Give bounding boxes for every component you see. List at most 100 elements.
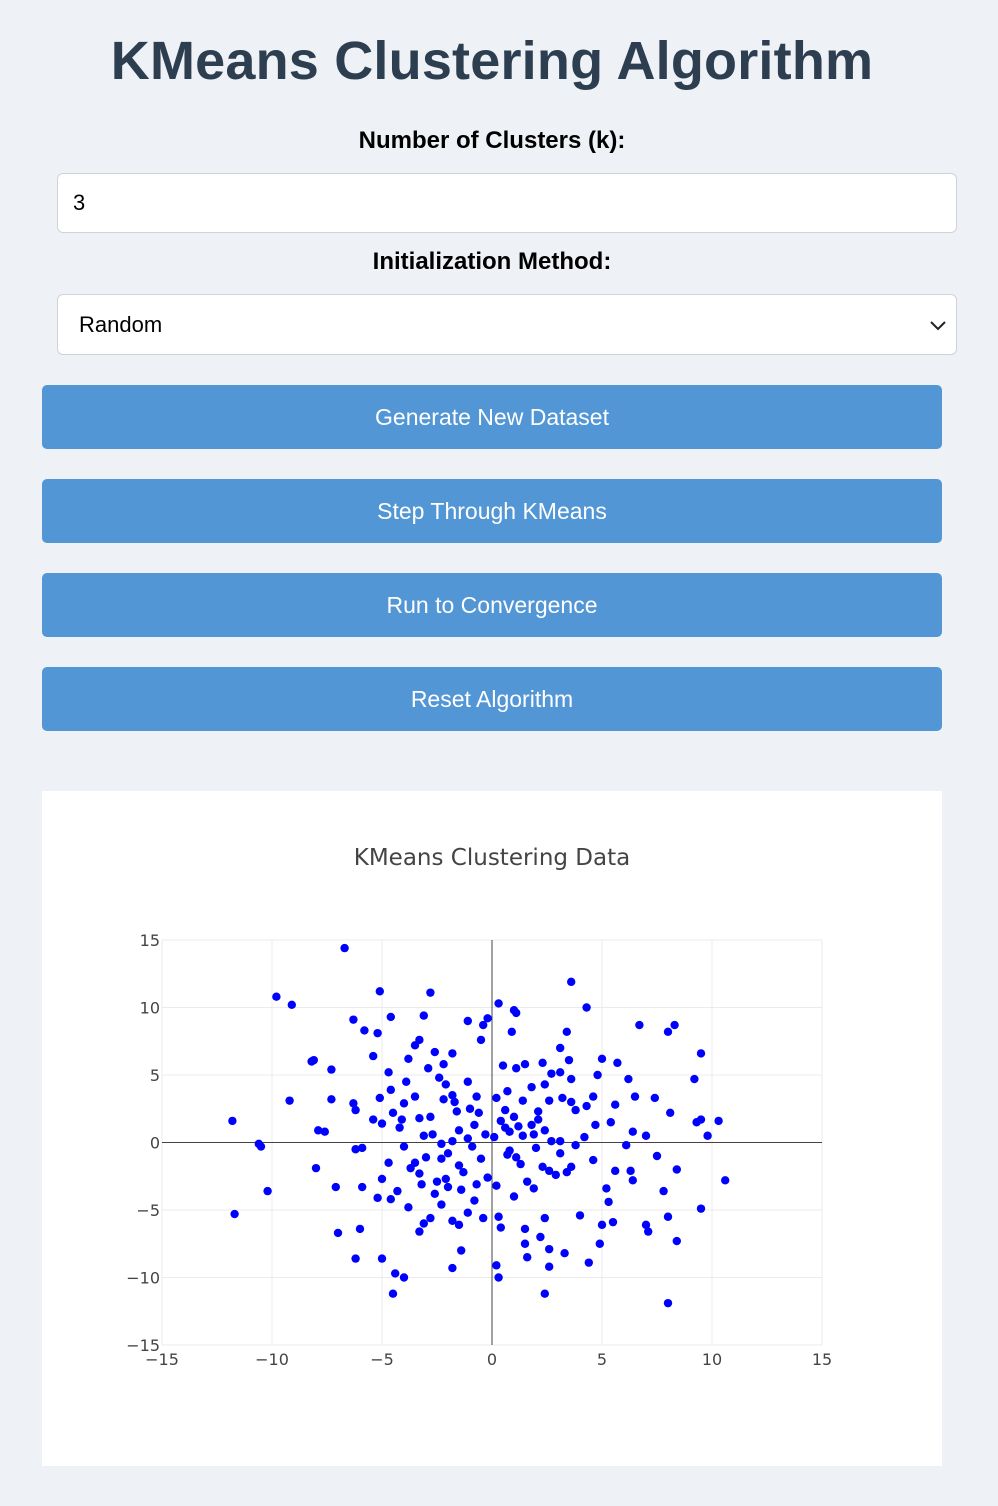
data-point	[644, 1227, 653, 1236]
data-point	[421, 1153, 431, 1162]
data-point	[369, 1051, 378, 1061]
k-input[interactable]	[57, 173, 957, 233]
data-point	[628, 1127, 637, 1136]
data-point	[498, 1061, 508, 1070]
data-point	[441, 1080, 450, 1089]
data-point	[397, 1115, 406, 1124]
scatter-chart[interactable]: KMeans Clustering Data −15 −10 −5 0 5 10 15 15 1…	[42, 791, 942, 1466]
data-point	[703, 1131, 712, 1140]
data-point	[567, 977, 576, 987]
data-point	[696, 1204, 706, 1213]
data-point	[333, 1228, 343, 1238]
data-point	[384, 1068, 393, 1077]
data-point	[430, 1047, 439, 1057]
data-point	[472, 1180, 481, 1189]
data-point	[545, 1166, 554, 1176]
data-point	[457, 1185, 466, 1194]
data-point	[432, 1177, 442, 1186]
run-convergence-button[interactable]: Run to Convergence	[42, 573, 942, 637]
data-point	[641, 1131, 651, 1140]
data-point	[377, 1254, 387, 1263]
data-point	[696, 1115, 706, 1124]
data-point	[635, 1020, 644, 1030]
data-point	[351, 1145, 360, 1154]
y-tick-label: −15	[126, 1336, 160, 1355]
chevron-down-icon	[930, 321, 946, 331]
data-point	[417, 1180, 426, 1189]
y-tick-label: −5	[136, 1201, 160, 1220]
data-point	[520, 1239, 530, 1248]
data-point	[611, 1166, 620, 1176]
data-point	[454, 1126, 464, 1135]
data-point	[690, 1074, 699, 1084]
data-point	[256, 1142, 266, 1151]
data-point	[393, 1186, 402, 1196]
data-point	[351, 1254, 360, 1263]
reset-algorithm-button[interactable]: Reset Algorithm	[42, 667, 942, 731]
data-point	[650, 1093, 659, 1103]
data-point	[320, 1127, 329, 1136]
data-point	[443, 1182, 453, 1192]
data-point	[426, 1112, 435, 1122]
data-point	[441, 1174, 450, 1184]
x-tick-label: 10	[702, 1350, 722, 1369]
data-point	[448, 1263, 457, 1273]
generate-dataset-button[interactable]: Generate New Dataset	[42, 385, 942, 449]
data-point	[602, 1184, 611, 1193]
data-point	[404, 1054, 413, 1063]
init-method-select[interactable]: Random	[57, 294, 957, 355]
step-kmeans-button[interactable]: Step Through KMeans	[42, 479, 942, 543]
data-point	[494, 1212, 503, 1221]
data-point	[591, 1120, 600, 1130]
chart-points	[228, 943, 730, 1308]
data-point	[470, 1196, 479, 1205]
data-point	[496, 1116, 505, 1126]
data-point	[360, 1026, 369, 1035]
data-point	[448, 1136, 457, 1146]
data-point	[327, 1065, 336, 1074]
data-point	[399, 1273, 409, 1282]
data-point	[584, 1258, 593, 1267]
data-point	[613, 1058, 622, 1068]
data-point	[386, 1195, 395, 1204]
data-point	[538, 1058, 547, 1068]
data-point	[551, 1170, 560, 1180]
data-point	[540, 1080, 549, 1089]
data-point	[628, 1176, 637, 1185]
data-point	[529, 1184, 538, 1193]
data-point	[391, 1269, 400, 1278]
data-point	[331, 1182, 340, 1192]
data-point	[454, 1220, 464, 1230]
data-point	[463, 1134, 472, 1143]
data-point	[424, 1064, 433, 1073]
x-tick-label: −10	[255, 1350, 289, 1369]
data-point	[589, 1092, 598, 1101]
data-point	[228, 1116, 237, 1126]
data-point	[534, 1107, 543, 1116]
data-point	[410, 1092, 420, 1101]
data-point	[419, 1219, 428, 1228]
data-point	[562, 1168, 571, 1177]
data-point	[450, 1097, 459, 1107]
data-point	[384, 1158, 393, 1167]
data-point	[468, 1142, 477, 1151]
data-point	[518, 1131, 527, 1140]
data-point	[556, 1068, 565, 1077]
data-point	[556, 1043, 565, 1053]
init-method-label: Initialization Method:	[372, 248, 612, 275]
data-point	[307, 1057, 316, 1066]
data-point	[373, 1028, 382, 1038]
data-point	[529, 1130, 538, 1139]
data-point	[454, 1161, 464, 1170]
y-tick-label: 10	[140, 999, 160, 1018]
data-point	[463, 1208, 472, 1217]
data-point	[428, 1130, 437, 1139]
data-point	[419, 1011, 428, 1020]
data-point	[562, 1027, 571, 1036]
data-point	[593, 1070, 602, 1080]
data-point	[527, 1082, 536, 1092]
data-point	[509, 1192, 519, 1201]
data-point	[518, 1096, 527, 1105]
data-point	[285, 1096, 294, 1105]
data-point	[479, 1213, 488, 1223]
